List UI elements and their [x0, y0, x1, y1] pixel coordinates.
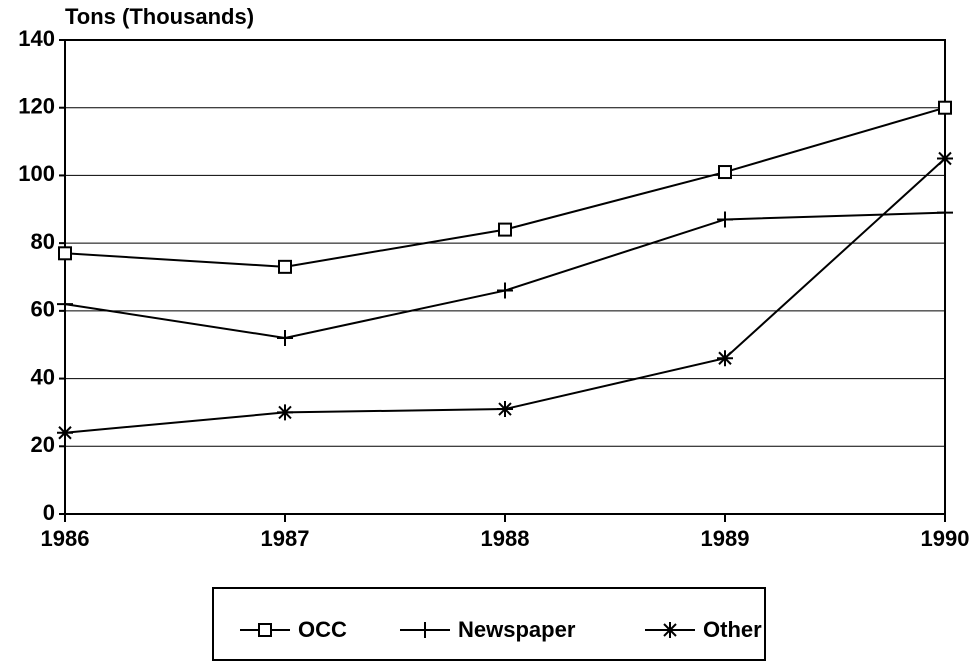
y-axis-label: Tons (Thousands) [65, 4, 254, 29]
legend-marker [258, 623, 272, 637]
data-point [57, 424, 73, 441]
y-tick-label: 20 [31, 432, 55, 457]
data-point [497, 282, 513, 299]
x-tick-label: 1986 [41, 526, 90, 551]
legend-box [212, 587, 766, 661]
y-tick-label: 140 [18, 26, 55, 51]
data-point [58, 246, 72, 261]
data-point [938, 100, 952, 115]
legend-label: Other [703, 617, 762, 642]
data-point [57, 296, 73, 313]
legend-label: OCC [298, 617, 347, 642]
y-tick-label: 80 [31, 229, 55, 254]
data-point [937, 150, 953, 167]
legend-label: Newspaper [458, 617, 576, 642]
plot-frame [64, 39, 946, 515]
data-point [717, 211, 733, 228]
y-tick-label: 0 [43, 500, 55, 525]
x-tick-label: 1989 [701, 526, 750, 551]
data-point [277, 404, 293, 421]
data-point [717, 350, 733, 367]
data-point [497, 401, 513, 418]
y-tick-label: 40 [31, 364, 55, 389]
x-tick-label: 1987 [261, 526, 310, 551]
data-point [498, 222, 512, 237]
data-point [277, 329, 293, 346]
data-point [278, 259, 292, 274]
legend-marker [417, 622, 433, 638]
legend-marker [662, 622, 678, 638]
x-tick-label: 1988 [481, 526, 530, 551]
data-point [937, 204, 953, 221]
x-tick-label: 1990 [921, 526, 970, 551]
y-tick-label: 60 [31, 297, 55, 322]
data-point [718, 165, 732, 180]
y-tick-label: 100 [18, 161, 55, 186]
y-tick-label: 120 [18, 94, 55, 119]
